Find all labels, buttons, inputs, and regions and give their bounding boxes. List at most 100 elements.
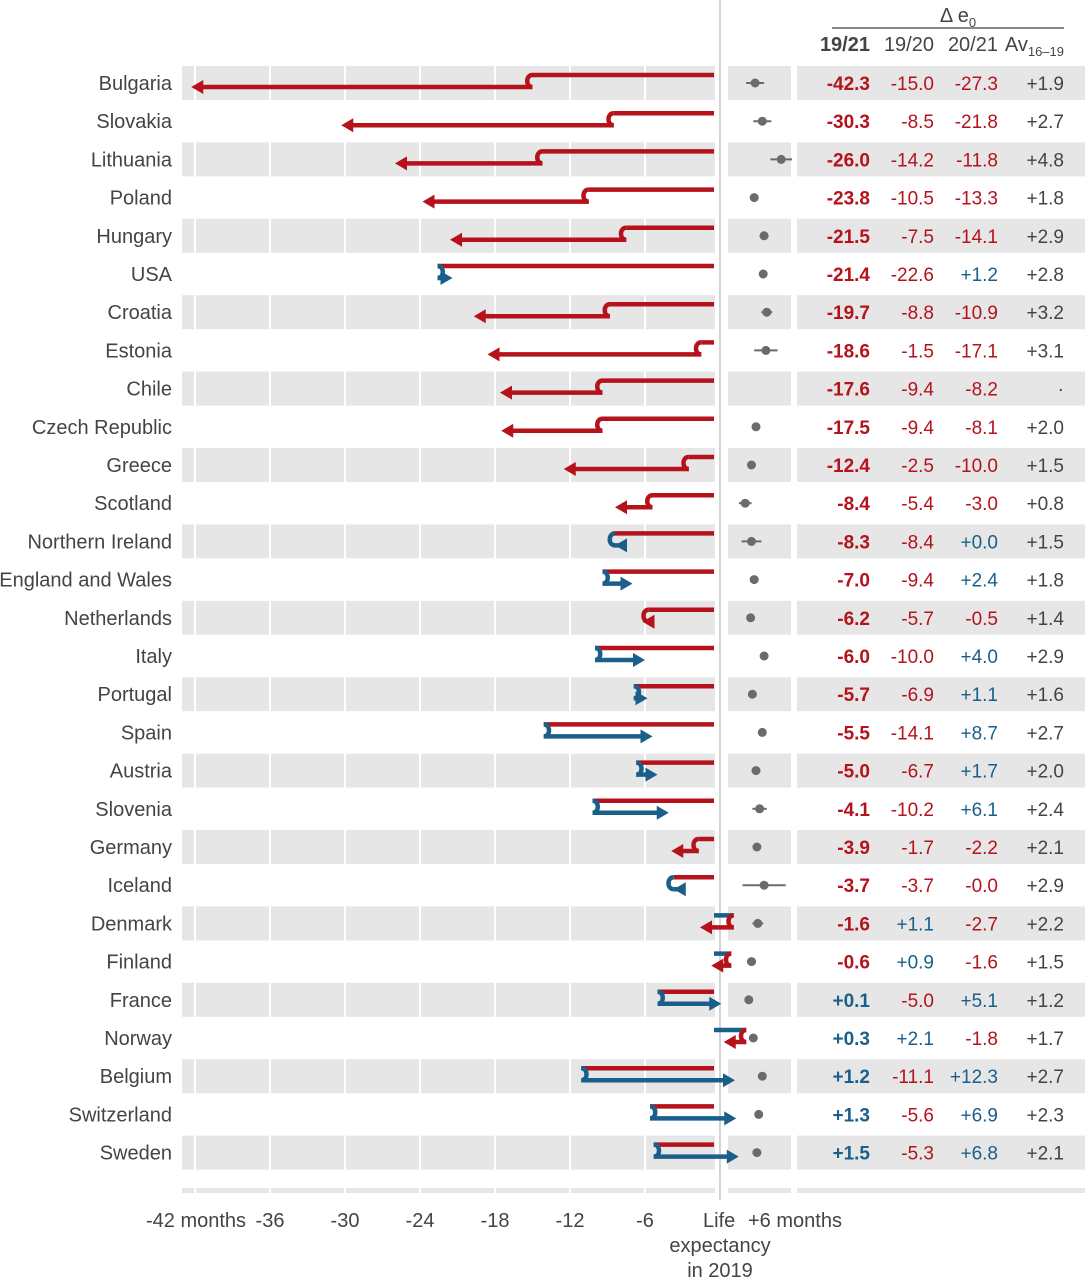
cell-col-1: -5.0	[901, 991, 934, 1012]
arrowhead-2021	[726, 1149, 739, 1164]
cell-col-1: +2.1	[896, 1029, 934, 1050]
cell-col-3: +2.0	[1026, 762, 1064, 783]
arrowhead-2021	[422, 194, 435, 209]
av-dot	[744, 995, 754, 1005]
row-band	[797, 753, 1085, 788]
cell-col-1: -5.4	[901, 494, 934, 515]
x-tick-label: -30	[331, 1210, 360, 1232]
country-label: Scotland	[94, 493, 172, 515]
av-dot	[758, 269, 768, 279]
av-dot	[751, 766, 761, 776]
arrowhead-2021	[450, 232, 462, 247]
x-tick-label: -18	[481, 1210, 510, 1232]
country-label: Denmark	[91, 913, 173, 935]
cell-col-3: +1.7	[1026, 1029, 1064, 1050]
av-dot	[740, 498, 750, 508]
cell-col-3: +2.2	[1026, 914, 1064, 935]
av-dot	[746, 613, 756, 623]
cell-col-2: +8.7	[960, 723, 998, 744]
row-band	[797, 371, 1085, 406]
country-label: USA	[131, 264, 173, 286]
cell-col-2: +1.7	[960, 762, 998, 783]
row-band	[797, 906, 1085, 941]
cell-col-2: -27.3	[955, 74, 998, 95]
country-label: Northern Ireland	[27, 531, 172, 553]
cell-col-2: +5.1	[960, 991, 998, 1012]
cell-col-0: +0.3	[832, 1029, 870, 1050]
x-tick-label: -6	[636, 1210, 654, 1232]
cell-col-2: -2.2	[965, 838, 998, 859]
cell-col-1: -22.6	[891, 265, 934, 286]
cell-col-0: -12.4	[827, 456, 871, 477]
country-label: Austria	[110, 761, 173, 783]
row-band	[797, 448, 1085, 482]
country-label: Estonia	[105, 340, 173, 362]
row-band	[728, 982, 791, 1017]
row-band	[797, 66, 1085, 100]
cell-col-1: -8.5	[901, 112, 934, 133]
cell-col-0: -19.7	[827, 303, 870, 324]
cell-col-3: +2.7	[1026, 112, 1064, 133]
cell-col-3: +1.6	[1026, 685, 1064, 706]
av-dot	[751, 422, 761, 432]
cell-col-0: -17.6	[827, 380, 870, 401]
cell-col-3: +2.1	[1026, 838, 1064, 859]
cell-col-3: +1.9	[1026, 74, 1064, 95]
cell-col-3: +3.1	[1026, 341, 1064, 362]
cell-col-1: -10.5	[891, 189, 934, 210]
cell-col-1: -6.9	[901, 685, 934, 706]
country-label: Netherlands	[64, 608, 172, 630]
arrowhead-2021	[500, 385, 512, 400]
av-dot	[755, 804, 765, 814]
cell-col-2: +1.2	[960, 265, 998, 286]
row-band	[182, 295, 715, 330]
arrowhead-2021	[640, 729, 653, 744]
axis-band	[728, 1188, 791, 1193]
cell-col-0: +1.3	[832, 1105, 870, 1126]
arrowhead-2021	[656, 805, 669, 820]
arrowhead-2021	[615, 500, 627, 515]
cell-col-1: -5.6	[901, 1105, 934, 1126]
cell-col-1: -7.5	[901, 227, 934, 248]
av-dot	[759, 880, 769, 890]
cell-col-3: +1.5	[1026, 532, 1064, 553]
av-dot	[747, 957, 756, 967]
x-tick-label: -36	[256, 1210, 285, 1232]
cell-col-2: -21.8	[955, 112, 998, 133]
country-label: Belgium	[100, 1066, 172, 1088]
cell-col-0: -21.4	[827, 265, 871, 286]
axis-band	[797, 1188, 1085, 1193]
cell-col-1: -5.7	[901, 609, 934, 630]
row-band	[797, 830, 1085, 864]
arrowhead-2021	[615, 538, 627, 553]
row-band	[182, 600, 715, 635]
country-label: Switzerland	[69, 1104, 172, 1126]
cell-col-0: -6.2	[837, 609, 870, 630]
av-dot	[762, 307, 772, 317]
row-band	[182, 906, 715, 941]
row-band	[182, 142, 715, 177]
cell-col-3: +1.4	[1026, 609, 1064, 630]
country-label: Slovenia	[95, 799, 173, 821]
cell-col-0: -0.6	[837, 953, 870, 974]
av-dot	[749, 193, 759, 203]
row-band	[797, 142, 1085, 177]
cell-col-0: -1.6	[837, 914, 870, 935]
cell-col-0: -7.0	[837, 571, 870, 592]
cell-col-0: -21.5	[827, 227, 871, 248]
row-band	[182, 371, 715, 406]
cell-col-3: +2.7	[1026, 723, 1064, 744]
arrowhead-2021	[440, 271, 453, 285]
header-title: Δ e0	[940, 5, 976, 30]
cell-col-1: +1.1	[896, 914, 934, 935]
cell-col-3: +1.8	[1026, 571, 1064, 592]
cell-col-1: -14.2	[891, 150, 934, 171]
cell-col-3: +2.1	[1026, 1144, 1064, 1165]
axis-band	[182, 1188, 715, 1193]
cell-col-2: -3.0	[965, 494, 998, 515]
cell-col-2: +0.0	[960, 532, 998, 553]
country-label: Bulgaria	[99, 73, 173, 95]
cell-col-3: +4.8	[1026, 150, 1064, 171]
cell-col-2: +4.0	[960, 647, 998, 668]
